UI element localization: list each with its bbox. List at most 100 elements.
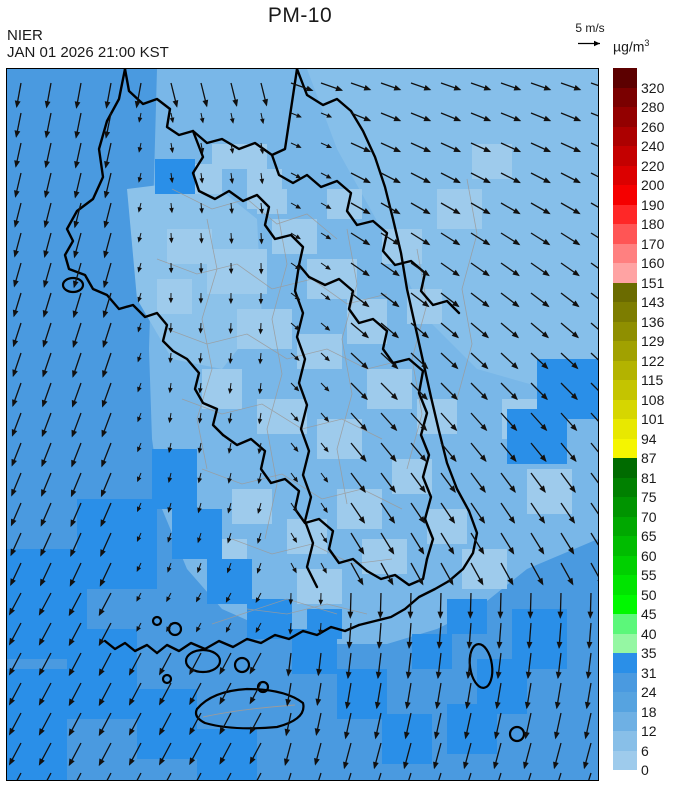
units-text: µg/m [613,38,645,55]
wind-vector-head [128,668,135,676]
wind-vector-head [195,596,201,603]
wind-scale-key: 5 m/s [556,22,624,49]
wind-vector-head [257,478,262,485]
wind-vector-head [420,392,428,401]
wind-vector-head [256,537,262,544]
wind-vector [408,772,412,780]
wind-vector-head [540,423,548,432]
colorbar-tick-label: 45 [641,606,657,622]
wind-vector-head [9,607,15,616]
colorbar-tick-label: 280 [641,99,665,115]
wind-vector-head [324,295,331,301]
korea-pm10-wind-map[interactable] [6,68,599,781]
colorbar-band [613,653,637,673]
wind-vector-head [361,362,369,370]
wind-vector [528,772,532,780]
wind-vector-head [9,727,15,736]
wind-vector-head [542,238,551,246]
colorbar-band [613,575,637,595]
wind-vector [590,82,598,87]
wind-vector-head [434,701,441,710]
wind-vector-head [293,446,299,453]
wind-vector-head [324,386,330,392]
wind-vector-head [73,250,79,259]
wind-vector-head [227,418,233,424]
colorbar-band [613,516,637,536]
wind-vector-head [219,697,226,705]
wind-vector-head [98,758,105,767]
wind-vector-head [553,761,559,770]
colorbar-tick-label: 143 [641,294,665,310]
wind-vector-head [496,641,503,650]
wind-vector-head [508,547,515,555]
wind-vector-head [292,567,297,574]
wind-vector-head [511,331,520,339]
wind-vector-head [229,208,234,214]
wind-vector-head [585,671,592,680]
wind-vector-head [13,249,20,258]
wind-vector [588,772,592,780]
wind-vector [348,772,352,780]
wind-vector-head [393,115,402,122]
wind-vector-head [41,459,47,468]
wind-vector-head [360,392,368,401]
wind-vector [590,382,598,392]
wind-vector-head [403,761,409,770]
wind-vector-head [229,178,235,184]
wind-vector-head [219,727,226,735]
wind-vector-head [542,300,550,308]
wind-vector-head [100,489,107,498]
wind-vector-head [377,611,384,619]
wind-vector-head [453,84,462,91]
colorbar-band [613,360,637,380]
wind-vector-head [571,362,579,370]
wind-vector [136,772,142,780]
colorbar-band [613,731,637,751]
wind-vector-head [325,204,332,209]
wind-vector-head [195,626,201,633]
wind-vector-head [343,761,349,770]
wind-vector-head [259,238,264,245]
pm10-concentration-colorbar[interactable] [613,68,637,770]
wind-vector-head [542,208,551,215]
wind-vector-head [572,208,581,215]
wind-vector-head [419,485,426,493]
wind-vector-head [71,429,78,438]
wind-vector-head [101,399,108,408]
wind-vector-head [362,208,371,215]
wind-vector-head [543,84,552,91]
wind-vector [468,772,472,780]
wind-vector-head [362,238,371,246]
wind-vector-head [249,666,256,675]
wind-vector-head [374,701,381,710]
wind-vector-head [388,547,395,555]
wind-vector-head [435,671,442,680]
wind-vector-head [168,357,173,364]
wind-vector [288,772,292,780]
wind-vector-head [556,641,563,650]
wind-vector-head [555,671,562,680]
colorbar-tick-label: 70 [641,508,657,525]
wind-vector-head [322,507,328,514]
wind-vector-head [199,238,204,244]
colorbar-tick-label: 31 [641,664,657,681]
wind-vector-head [318,599,324,606]
wind-vector [590,172,598,178]
wind-vector [76,772,82,780]
wind-vector-head [325,234,332,240]
right-arrow-icon [578,40,600,47]
wind-vector-head [169,207,174,214]
wind-vector [106,772,112,780]
wind-vector-head [257,418,263,425]
wind-vector-head [363,84,372,91]
wind-vector-head [167,507,172,513]
wind-vector-head [453,146,462,153]
wind-vector-head [325,173,332,179]
wind-vector-head [70,549,76,557]
wind-vector-head [497,611,504,619]
wind-vector-head [466,641,473,650]
wind-vector-head [101,459,107,468]
wind-vector-head [227,448,233,454]
units-exponent: 3 [644,38,650,48]
wind-vector-head [168,297,174,304]
